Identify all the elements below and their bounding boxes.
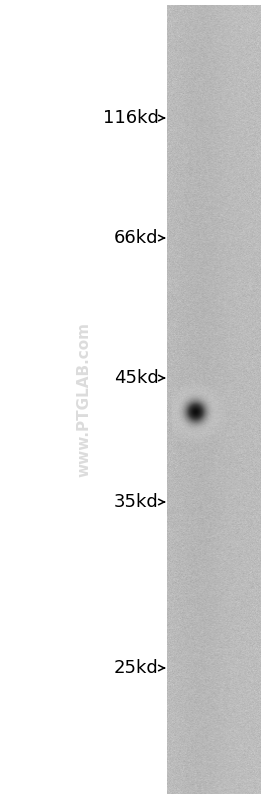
Text: 116kd: 116kd xyxy=(103,109,158,127)
Text: 35kd: 35kd xyxy=(114,493,158,511)
Text: 66kd: 66kd xyxy=(114,229,158,247)
Text: 25kd: 25kd xyxy=(114,659,158,677)
Text: www.PTGLAB.com: www.PTGLAB.com xyxy=(76,322,92,477)
Text: 45kd: 45kd xyxy=(114,369,158,387)
